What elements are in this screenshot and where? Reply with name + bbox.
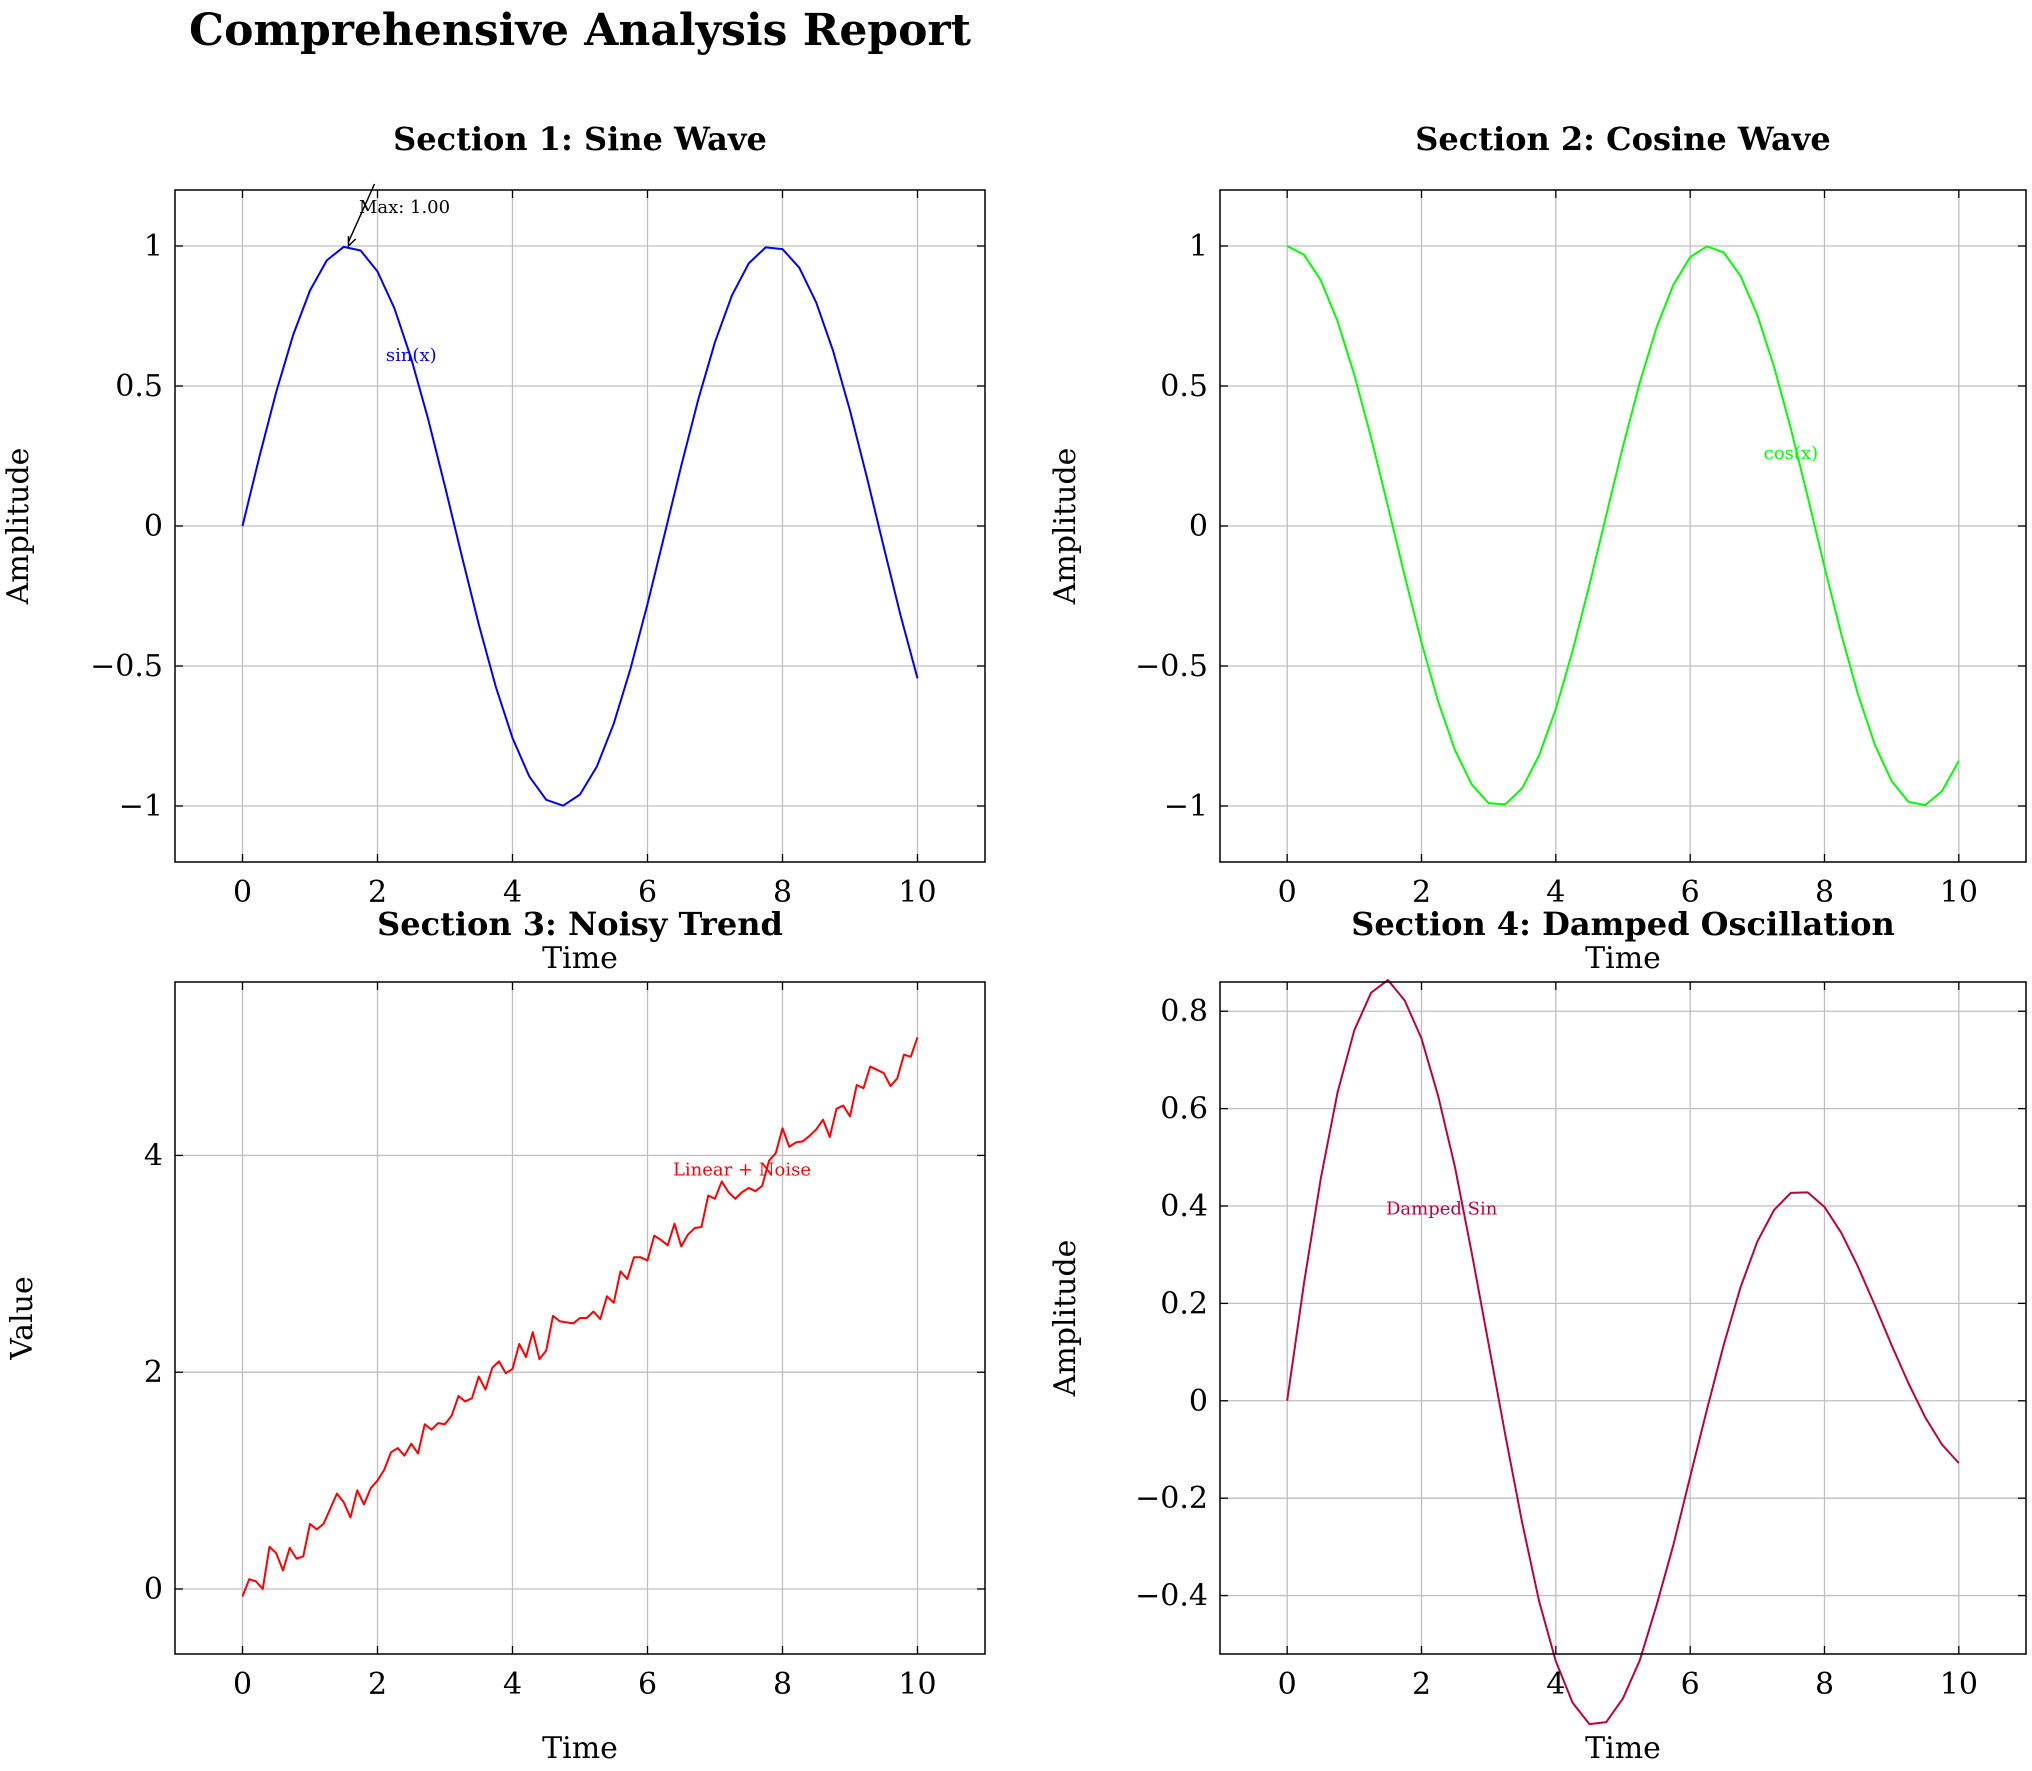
- x-tick-label: 6: [1681, 1667, 1700, 1702]
- x-tick-label: 4: [1546, 875, 1565, 910]
- y-tick-label: 0.5: [1160, 369, 1208, 404]
- chart-1: 0 2 4 6 8 10 −1 −0.5 0 0.5 1 Section 1: Sine Wave Ti…: [1, 120, 986, 976]
- annotation-text-2: sin(x): [386, 345, 437, 366]
- x-tick-label: 2: [368, 1667, 387, 1702]
- x-tick-label: 10: [898, 1667, 936, 1702]
- y-tick-label: −1: [119, 789, 163, 824]
- x-tick-label: 2: [368, 875, 387, 910]
- y-tick-label: 0.4: [1160, 1189, 1208, 1224]
- chart-title: Section 2: Cosine Wave: [1415, 120, 1830, 158]
- x-tick-label: 0: [1278, 875, 1297, 910]
- y-tick-label: −0.4: [1135, 1579, 1208, 1614]
- x-axis-label: Time: [1585, 1731, 1661, 1766]
- x-tick-label: 10: [1940, 1667, 1978, 1702]
- y-tick-label: 0.2: [1160, 1286, 1208, 1321]
- chart-title: Section 3: Noisy Trend: [377, 905, 783, 943]
- y-tick-label: 0: [144, 509, 163, 544]
- x-tick-label: 10: [1940, 875, 1978, 910]
- x-axis-label: Time: [542, 941, 618, 976]
- y-tick-label: 0.8: [1160, 994, 1208, 1029]
- annotation-arrow-line: [347, 183, 376, 243]
- chart-4: 0 2 4 6 8 10 −0.4 −0.2 0 0.2 0.4 0.6 0.8 Section 4: D…: [1048, 905, 2027, 1766]
- annotation-text-1: Damped Sin: [1386, 1198, 1498, 1219]
- y-axis-label: Amplitude: [1, 448, 36, 606]
- x-tick-label: 6: [638, 1667, 657, 1702]
- annotation-text-1: Max: 1.00: [359, 197, 450, 218]
- y-tick-label: 1: [144, 229, 163, 264]
- x-tick-label: 2: [1412, 1667, 1431, 1702]
- y-tick-label: −1: [1164, 789, 1208, 824]
- chart-title: Section 4: Damped Oscillation: [1351, 905, 1895, 943]
- y-tick-label: 0.5: [115, 369, 163, 404]
- y-tick-label: 0: [1189, 1384, 1208, 1419]
- chart-2: 0 2 4 6 8 10 −1 −0.5 0 0.5 1 Section 2: Cosine Wave…: [1048, 120, 2027, 976]
- plot-frame: [1219, 981, 2027, 1655]
- x-tick-label: 10: [898, 875, 936, 910]
- plot-frame: [174, 981, 986, 1655]
- x-tick-label: 0: [1278, 1667, 1297, 1702]
- y-tick-label: 0: [1189, 509, 1208, 544]
- annotation-text-1: Linear + Noise: [673, 1160, 811, 1181]
- annotation-text-1: cos(x): [1764, 443, 1818, 464]
- x-tick-label: 8: [1815, 1667, 1834, 1702]
- x-tick-label: 6: [1681, 875, 1700, 910]
- y-tick-label: 0: [144, 1572, 163, 1607]
- series-line-1: [1286, 245, 1960, 807]
- x-axis-label: Time: [1585, 941, 1661, 976]
- y-axis-label: Value: [5, 1276, 40, 1360]
- x-tick-label: 6: [638, 875, 657, 910]
- series-line-1: [1286, 979, 1960, 1726]
- x-tick-label: 8: [773, 1667, 792, 1702]
- y-tick-label: −0.5: [1135, 649, 1208, 684]
- report-title: Comprehensive Analysis Report: [189, 5, 972, 56]
- y-tick-label: 2: [144, 1355, 163, 1390]
- x-tick-label: 8: [773, 875, 792, 910]
- x-tick-label: 8: [1815, 875, 1834, 910]
- series-line-1: [241, 245, 919, 807]
- x-axis-label: Time: [542, 1731, 618, 1766]
- y-axis-label: Amplitude: [1048, 448, 1083, 606]
- x-tick-label: 4: [503, 1667, 522, 1702]
- y-tick-label: 4: [144, 1138, 163, 1173]
- y-tick-label: −0.2: [1135, 1481, 1208, 1516]
- annotation-arrow-head: [347, 235, 357, 248]
- y-tick-label: 1: [1189, 229, 1208, 264]
- x-tick-label: 4: [1546, 1667, 1565, 1702]
- series-line-1: [241, 1036, 919, 1597]
- x-tick-label: 2: [1412, 875, 1431, 910]
- y-tick-label: 0.6: [1160, 1092, 1208, 1127]
- x-tick-label: 4: [503, 875, 522, 910]
- chart-title: Section 1: Sine Wave: [393, 120, 767, 158]
- x-tick-label: 0: [233, 1667, 252, 1702]
- x-tick-label: 0: [233, 875, 252, 910]
- y-tick-label: −0.5: [90, 649, 163, 684]
- y-axis-label: Amplitude: [1048, 1240, 1083, 1398]
